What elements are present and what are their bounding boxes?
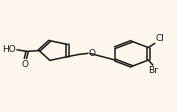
Text: Br: Br <box>148 66 158 75</box>
Text: O: O <box>21 60 28 69</box>
Text: HO: HO <box>2 45 16 54</box>
Text: Cl: Cl <box>155 34 164 43</box>
Text: O: O <box>89 48 96 58</box>
